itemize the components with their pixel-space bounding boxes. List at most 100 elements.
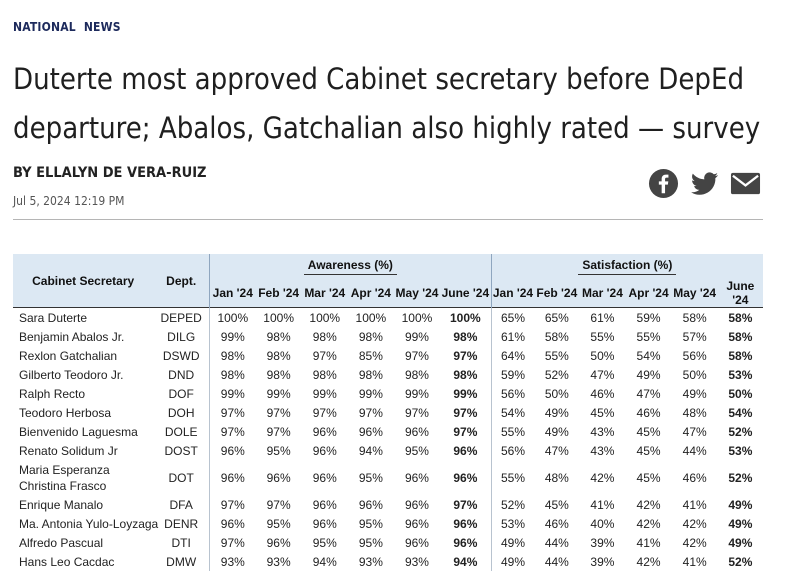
awareness-cell: 96% — [208, 514, 256, 533]
table-row: Ma. Antonia Yulo-Loyzaga DENR 96% 95% 96% 95%… — [13, 514, 763, 533]
satisfaction-cell: 47% — [682, 424, 707, 439]
dept-cell: DILG — [167, 329, 196, 344]
awareness-cell: 85% — [358, 348, 383, 363]
awareness-cell: 96% — [453, 516, 478, 531]
satisfaction-cell: 53% — [728, 367, 753, 382]
awareness-cell: 95% — [358, 535, 383, 550]
secretary-name-cell: Rexlon Gatchalian — [19, 348, 118, 363]
awareness-cell: 95% — [312, 535, 337, 550]
dept-cell: DOF — [168, 386, 194, 401]
awareness-cell: 96% — [266, 470, 291, 485]
table-row: Hans Leo Cacdac DMW 93% 93% 94% 93% 93% 94% 49% 4… — [13, 552, 763, 571]
secretary-name-cell: Maria Esperanza Christina Frasco — [19, 462, 110, 493]
sat-month-header: Feb '24 — [534, 279, 580, 308]
secretary-name-cell: Bienvenido Laguesma — [19, 424, 138, 439]
awareness-cell: 96% — [358, 424, 383, 439]
secretary-name-cell: Alfredo Pascual — [19, 535, 104, 550]
sat-month-header: Jan '24 — [490, 279, 535, 308]
awareness-cell: 96% — [404, 470, 429, 485]
secretary-name-cell: Gilberto Teodoro Jr. — [19, 367, 124, 382]
survey-table-container: Cabinet Secretary Dept. Awareness (%) Sa… — [13, 254, 763, 583]
satisfaction-cell: 42% — [682, 516, 707, 531]
awareness-cell: 97% — [358, 405, 383, 420]
dept-cell: DND — [168, 367, 195, 382]
satisfaction-cell: 55% — [590, 329, 615, 344]
facebook-icon[interactable] — [648, 168, 679, 199]
awareness-cell: 97% — [208, 533, 256, 552]
awareness-cell: 100% — [393, 307, 441, 327]
satisfaction-cell: 43% — [590, 424, 615, 439]
satisfaction-cell: 45% — [590, 405, 615, 420]
article-headline: Duterte most approved Cabinet secretary … — [13, 62, 761, 145]
satisfaction-cell: 46% — [590, 386, 615, 401]
awareness-cell: 98% — [358, 329, 383, 344]
table-row: Bienvenido Laguesma DOLE 97% 97% 96% 96% 96% 97… — [13, 422, 763, 441]
satisfaction-cell: 43% — [590, 443, 615, 458]
satisfaction-cell: 54% — [490, 403, 535, 422]
awareness-cell: 98% — [208, 365, 256, 384]
awareness-cell: 99% — [266, 386, 291, 401]
article-byline[interactable]: BY ELLALYN DE VERA-RUIZ — [13, 165, 207, 181]
awareness-cell: 99% — [453, 386, 478, 401]
satisfaction-cell: 52% — [728, 554, 753, 569]
satisfaction-cell: 50% — [544, 386, 569, 401]
header-divider — [13, 219, 763, 220]
awareness-cell: 98% — [266, 329, 291, 344]
awareness-cell: 97% — [404, 348, 429, 363]
section-link-news[interactable]: NEWS — [83, 20, 121, 34]
satisfaction-cell: 54% — [636, 348, 661, 363]
awareness-cell: 97% — [208, 403, 256, 422]
satisfaction-cell: 49% — [728, 516, 753, 531]
awareness-cell: 97% — [404, 405, 429, 420]
satisfaction-cell: 52% — [728, 470, 753, 485]
satisfaction-cell: 58% — [671, 307, 718, 327]
awareness-cell: 98% — [453, 367, 478, 382]
table-row: Renato Solidum Jr DOST 96% 95% 96% 94% 95% 96% 5… — [13, 441, 763, 460]
sat-month-header: June '24 — [717, 279, 763, 308]
satisfaction-cell: 49% — [682, 386, 707, 401]
col-header-secretary: Cabinet Secretary — [13, 254, 154, 308]
dept-cell: DSWD — [162, 348, 200, 363]
awareness-cell: 99% — [208, 384, 256, 403]
awareness-cell: 97% — [208, 422, 256, 441]
satisfaction-cell: 42% — [636, 497, 661, 512]
table-row: Ralph Recto DOF 99% 99% 99% 99% 99% 99% 56% 50% 46… — [13, 384, 763, 403]
satisfaction-cell: 48% — [544, 470, 569, 485]
satisfaction-cell: 64% — [490, 346, 535, 365]
sat-month-header: May '24 — [671, 279, 718, 308]
awareness-cell: 94% — [453, 554, 478, 569]
section-link-national[interactable]: NATIONAL — [13, 20, 76, 34]
satisfaction-cell: 65% — [534, 307, 580, 327]
awareness-cell: 98% — [404, 367, 429, 382]
awareness-cell: 98% — [312, 367, 337, 382]
dept-cell: DEPED — [153, 307, 210, 327]
satisfaction-cell: 42% — [636, 516, 661, 531]
satisfaction-cell: 58% — [728, 348, 753, 363]
satisfaction-cell: 65% — [490, 307, 535, 327]
awareness-cell: 96% — [453, 443, 478, 458]
awareness-cell: 98% — [453, 329, 478, 344]
group-header-awareness: Awareness (%) — [208, 254, 492, 279]
survey-table-body: Sara Duterte DEPED 100% 100% 100% 100% 100% 100… — [13, 307, 763, 571]
awareness-cell: 96% — [208, 460, 256, 495]
awareness-cell: 96% — [208, 441, 256, 460]
table-row: Enrique Manalo DFA 97% 97% 96% 96% 96% 97% 52% 45… — [13, 495, 763, 514]
satisfaction-cell: 39% — [590, 554, 615, 569]
twitter-icon[interactable] — [689, 168, 720, 199]
secretary-name-cell: Teodoro Herbosa — [19, 405, 112, 420]
awareness-cell: 96% — [312, 516, 337, 531]
dept-cell: DENR — [164, 516, 199, 531]
awareness-cell: 93% — [208, 552, 256, 571]
satisfaction-cell: 42% — [682, 535, 707, 550]
awareness-cell: 97% — [266, 405, 291, 420]
awareness-cell: 98% — [266, 367, 291, 382]
share-bar — [648, 168, 761, 199]
satisfaction-cell: 47% — [636, 386, 661, 401]
satisfaction-cell: 59% — [490, 365, 535, 384]
awareness-cell: 95% — [266, 443, 291, 458]
satisfaction-cell: 47% — [590, 367, 615, 382]
email-icon[interactable] — [730, 168, 761, 199]
satisfaction-cell: 41% — [636, 535, 661, 550]
satisfaction-cell: 45% — [636, 470, 661, 485]
table-row: Alfredo Pascual DTI 97% 96% 95% 95% 96% 96% 49% 4… — [13, 533, 763, 552]
